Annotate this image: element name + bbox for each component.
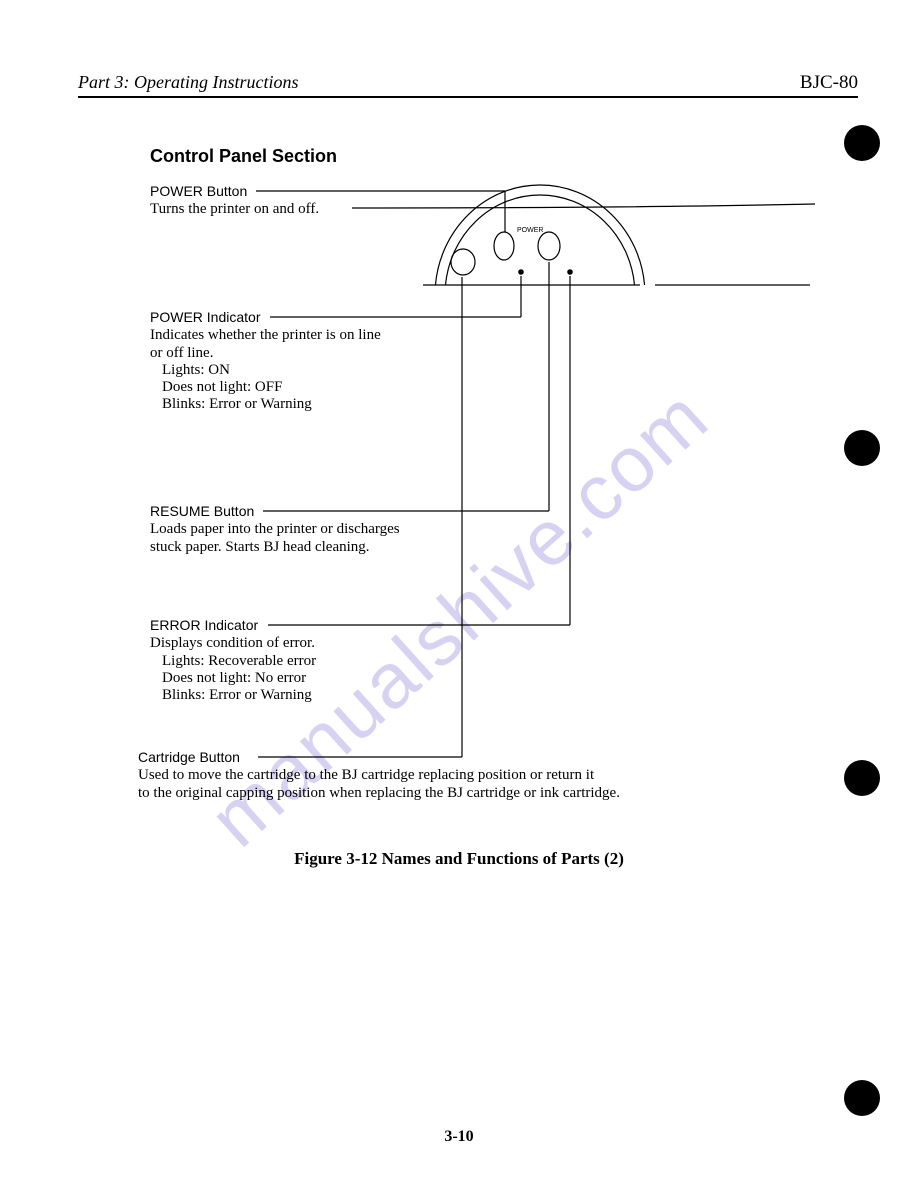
callout-power-indicator: POWER Indicator Indicates whether the pr… bbox=[150, 309, 381, 414]
callout-body: Turns the printer on and off. bbox=[150, 201, 319, 217]
callout-line: or off line. bbox=[150, 345, 213, 361]
callout-line: Lights: Recoverable error bbox=[150, 653, 316, 669]
callout-line: to the original capping position when re… bbox=[138, 785, 620, 801]
header-rule bbox=[78, 96, 858, 98]
callout-line: Displays condition of error. bbox=[150, 635, 315, 651]
callout-title: ERROR Indicator bbox=[150, 617, 258, 633]
callout-line: Lights: ON bbox=[150, 362, 230, 378]
page-number: 3-10 bbox=[0, 1128, 918, 1146]
punch-hole-icon bbox=[844, 430, 880, 466]
section-title: Control Panel Section bbox=[150, 146, 858, 167]
page: Part 3: Operating Instructions BJC-80 Co… bbox=[0, 0, 918, 1188]
figure-caption: Figure 3-12 Names and Functions of Parts… bbox=[0, 849, 918, 869]
callout-resume-button: RESUME Button Loads paper into the print… bbox=[150, 503, 400, 556]
header-left: Part 3: Operating Instructions bbox=[78, 72, 299, 93]
callout-line: Does not light: OFF bbox=[150, 379, 282, 395]
callout-power-button: POWER Button Turns the printer on and of… bbox=[150, 183, 319, 219]
callout-line: Loads paper into the printer or discharg… bbox=[150, 521, 400, 537]
header-right: BJC-80 bbox=[800, 72, 858, 94]
callout-title: POWER Button bbox=[150, 183, 247, 199]
callout-title: RESUME Button bbox=[150, 503, 254, 519]
callout-line: Indicates whether the printer is on line bbox=[150, 327, 381, 343]
callout-line: stuck paper. Starts BJ head cleaning. bbox=[150, 539, 370, 555]
callout-title: Cartridge Button bbox=[138, 749, 240, 765]
callout-error-indicator: ERROR Indicator Displays condition of er… bbox=[150, 617, 316, 704]
callout-line: Does not light: No error bbox=[150, 670, 306, 686]
callout-line: Blinks: Error or Warning bbox=[150, 687, 312, 703]
callout-line: Used to move the cartridge to the BJ car… bbox=[138, 767, 594, 783]
callout-title: POWER Indicator bbox=[150, 309, 260, 325]
punch-hole-icon bbox=[844, 125, 880, 161]
header-row: Part 3: Operating Instructions BJC-80 bbox=[78, 72, 858, 94]
punch-hole-icon bbox=[844, 1080, 880, 1116]
callout-line: Blinks: Error or Warning bbox=[150, 396, 312, 412]
punch-hole-icon bbox=[844, 760, 880, 796]
callout-cartridge-button: Cartridge Button Used to move the cartri… bbox=[138, 749, 620, 802]
